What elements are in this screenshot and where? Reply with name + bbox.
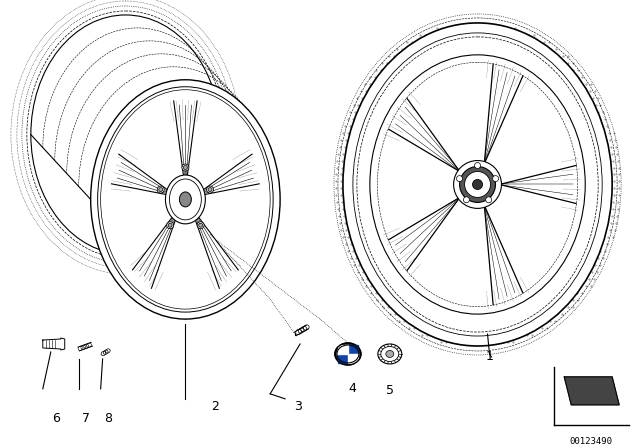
Ellipse shape <box>386 350 394 358</box>
Ellipse shape <box>166 222 173 229</box>
Ellipse shape <box>474 163 481 168</box>
Ellipse shape <box>198 223 203 227</box>
Ellipse shape <box>465 172 490 198</box>
Polygon shape <box>564 377 619 405</box>
Ellipse shape <box>179 192 191 207</box>
Ellipse shape <box>91 80 280 319</box>
Text: 7: 7 <box>82 412 90 425</box>
Ellipse shape <box>454 160 502 208</box>
Ellipse shape <box>170 179 202 220</box>
Ellipse shape <box>208 188 212 192</box>
Ellipse shape <box>337 345 359 363</box>
Ellipse shape <box>157 186 164 193</box>
Text: 3: 3 <box>294 401 302 414</box>
Ellipse shape <box>182 164 189 171</box>
Ellipse shape <box>184 165 188 169</box>
Ellipse shape <box>98 87 273 312</box>
Text: 4: 4 <box>348 383 356 396</box>
Ellipse shape <box>463 197 469 203</box>
Ellipse shape <box>370 55 585 314</box>
Ellipse shape <box>456 176 463 181</box>
Ellipse shape <box>207 186 214 193</box>
Ellipse shape <box>472 180 483 190</box>
Text: 6: 6 <box>52 412 60 425</box>
Ellipse shape <box>357 37 598 332</box>
Ellipse shape <box>493 176 499 181</box>
Polygon shape <box>43 338 65 350</box>
Ellipse shape <box>159 188 163 192</box>
Ellipse shape <box>166 175 205 224</box>
Ellipse shape <box>460 167 495 202</box>
Ellipse shape <box>486 197 492 203</box>
Ellipse shape <box>378 344 402 364</box>
Ellipse shape <box>343 23 612 346</box>
Text: 2: 2 <box>211 401 220 414</box>
Polygon shape <box>348 354 358 363</box>
Ellipse shape <box>381 346 399 362</box>
Text: 00123490: 00123490 <box>570 437 612 446</box>
Ellipse shape <box>168 223 172 227</box>
Polygon shape <box>338 345 348 354</box>
Ellipse shape <box>335 343 361 365</box>
Text: 5: 5 <box>386 384 394 397</box>
Ellipse shape <box>197 222 204 229</box>
Polygon shape <box>348 345 358 354</box>
Text: 8: 8 <box>104 412 113 425</box>
Text: 1: 1 <box>486 350 493 363</box>
Polygon shape <box>338 354 348 363</box>
